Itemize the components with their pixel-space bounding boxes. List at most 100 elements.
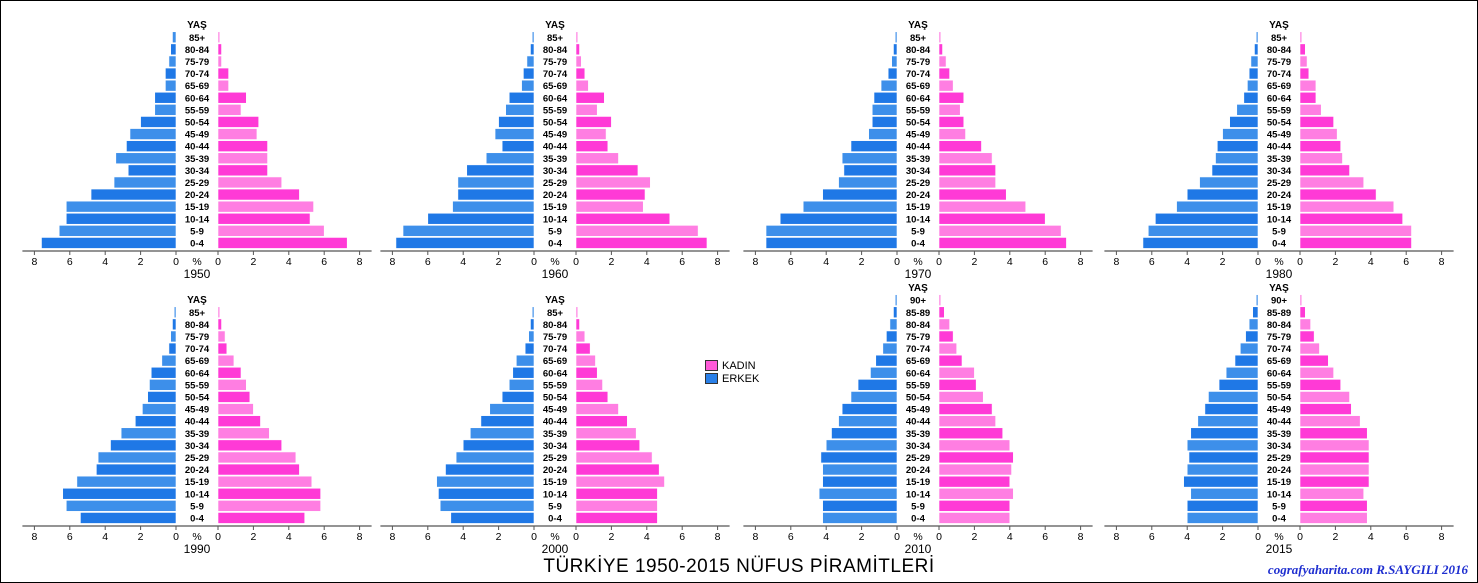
bar-erkek-1990 xyxy=(149,379,177,391)
age-label: 60-64 xyxy=(543,368,568,379)
bar-kadin-1980 xyxy=(1299,237,1412,249)
bar-erkek-1980 xyxy=(1222,128,1259,140)
bar-erkek-2000 xyxy=(436,475,535,488)
age-label: 40-44 xyxy=(185,417,210,428)
axis-title-yas: YAŞ xyxy=(187,295,207,306)
bar-kadin-2010 xyxy=(938,318,950,331)
bar-kadin-1990 xyxy=(217,342,228,355)
bar-erkek-2015 xyxy=(1188,451,1259,464)
unit-label-percent: % xyxy=(913,256,922,268)
bar-kadin-2010 xyxy=(938,415,996,427)
bar-kadin-1960 xyxy=(575,116,612,128)
age-label: 65-69 xyxy=(185,81,209,92)
bar-erkek-1960 xyxy=(402,225,535,237)
bar-erkek-1960 xyxy=(523,67,535,80)
bar-kadin-1950 xyxy=(217,79,229,92)
bar-erkek-2010 xyxy=(822,512,898,524)
bar-erkek-2000 xyxy=(512,366,535,379)
x-tick-label: 8 xyxy=(31,256,37,268)
age-label: 45-49 xyxy=(1267,130,1291,141)
age-label: 80-84 xyxy=(185,320,210,331)
age-label: 55-59 xyxy=(1267,380,1291,391)
bar-kadin-1980 xyxy=(1299,212,1403,225)
bar-kadin-1980 xyxy=(1299,128,1338,140)
x-tick-label: 0 xyxy=(173,256,179,268)
x-tick-label: 8 xyxy=(357,531,363,543)
age-label: 75-79 xyxy=(906,57,930,68)
bar-erkek-2010 xyxy=(820,451,898,464)
bar-erkek-1980 xyxy=(1243,91,1259,104)
x-tick-label: 6 xyxy=(679,256,685,268)
age-label: 15-19 xyxy=(1267,202,1291,213)
bar-kadin-1950 xyxy=(217,176,283,189)
age-label: 30-34 xyxy=(906,441,931,452)
age-label: 5-9 xyxy=(190,501,204,512)
age-label: 80-84 xyxy=(1267,320,1292,331)
age-label: 10-14 xyxy=(906,489,931,500)
bar-erkek-1970 xyxy=(841,152,898,165)
x-tick-label: 0 xyxy=(1255,256,1261,268)
age-label: 50-54 xyxy=(906,392,931,403)
bar-kadin-2010 xyxy=(938,487,1014,500)
bar-erkek-2015 xyxy=(1190,487,1259,500)
axis-title-yas: YAŞ xyxy=(908,20,928,31)
age-label: 85-89 xyxy=(906,308,930,319)
bar-kadin-1960 xyxy=(575,31,579,44)
bar-kadin-1960 xyxy=(575,188,646,201)
x-tick-label: 6 xyxy=(788,531,794,543)
age-label: 0-4 xyxy=(911,238,925,249)
unit-label-percent: % xyxy=(192,531,201,543)
x-tick-label: 6 xyxy=(1149,531,1155,543)
bar-kadin-2015 xyxy=(1299,354,1329,367)
bar-kadin-2000 xyxy=(575,318,580,331)
age-label: 85-89 xyxy=(1267,308,1291,319)
x-tick-label: 6 xyxy=(679,531,685,543)
age-label: 0-4 xyxy=(1272,238,1286,249)
bar-kadin-2000 xyxy=(575,403,619,415)
bar-erkek-1990 xyxy=(110,439,177,452)
age-label: 45-49 xyxy=(906,130,930,141)
unit-label-percent: % xyxy=(913,531,922,543)
age-label: 10-14 xyxy=(185,214,210,225)
bar-erkek-1950 xyxy=(115,152,177,165)
age-label: 40-44 xyxy=(543,417,568,428)
bar-kadin-2015 xyxy=(1299,439,1370,452)
age-label: 65-69 xyxy=(543,81,567,92)
x-tick-label: 0 xyxy=(173,531,179,543)
bar-kadin-1960 xyxy=(575,237,708,249)
bar-kadin-2010 xyxy=(938,294,942,306)
bar-kadin-1970 xyxy=(938,237,1067,249)
bar-erkek-1960 xyxy=(530,43,535,56)
age-label: 70-74 xyxy=(543,344,568,355)
bar-kadin-1950 xyxy=(217,67,229,80)
bar-erkek-1960 xyxy=(505,104,535,116)
bar-kadin-1980 xyxy=(1299,91,1317,104)
bar-kadin-2015 xyxy=(1299,475,1370,488)
bar-kadin-2015 xyxy=(1299,403,1352,415)
bar-erkek-2015 xyxy=(1197,415,1259,427)
bar-erkek-2015 xyxy=(1252,306,1259,319)
bar-erkek-1960 xyxy=(521,79,535,92)
bar-kadin-1990 xyxy=(217,391,251,403)
bar-erkek-1990 xyxy=(147,391,177,403)
bar-kadin-1960 xyxy=(575,79,589,92)
age-label: 80-84 xyxy=(543,320,568,331)
bar-kadin-1970 xyxy=(938,200,1027,213)
x-tick-label: 6 xyxy=(425,256,431,268)
bar-kadin-1990 xyxy=(217,475,313,488)
bar-erkek-2000 xyxy=(489,403,535,415)
bar-kadin-1970 xyxy=(938,225,1062,237)
age-label: 10-14 xyxy=(543,489,568,500)
x-tick-label: 6 xyxy=(1042,256,1048,268)
age-label: 85+ xyxy=(910,33,927,44)
bar-erkek-2015 xyxy=(1186,439,1259,452)
bar-erkek-1950 xyxy=(113,176,177,189)
age-label: 15-19 xyxy=(543,202,567,213)
bar-erkek-1950 xyxy=(140,116,177,128)
bar-kadin-2000 xyxy=(575,512,658,524)
bar-kadin-1980 xyxy=(1299,176,1365,189)
age-label: 25-29 xyxy=(1267,453,1291,464)
bar-kadin-2000 xyxy=(575,379,603,391)
bar-erkek-2000 xyxy=(530,318,535,331)
x-tick-label: 2 xyxy=(250,256,256,268)
